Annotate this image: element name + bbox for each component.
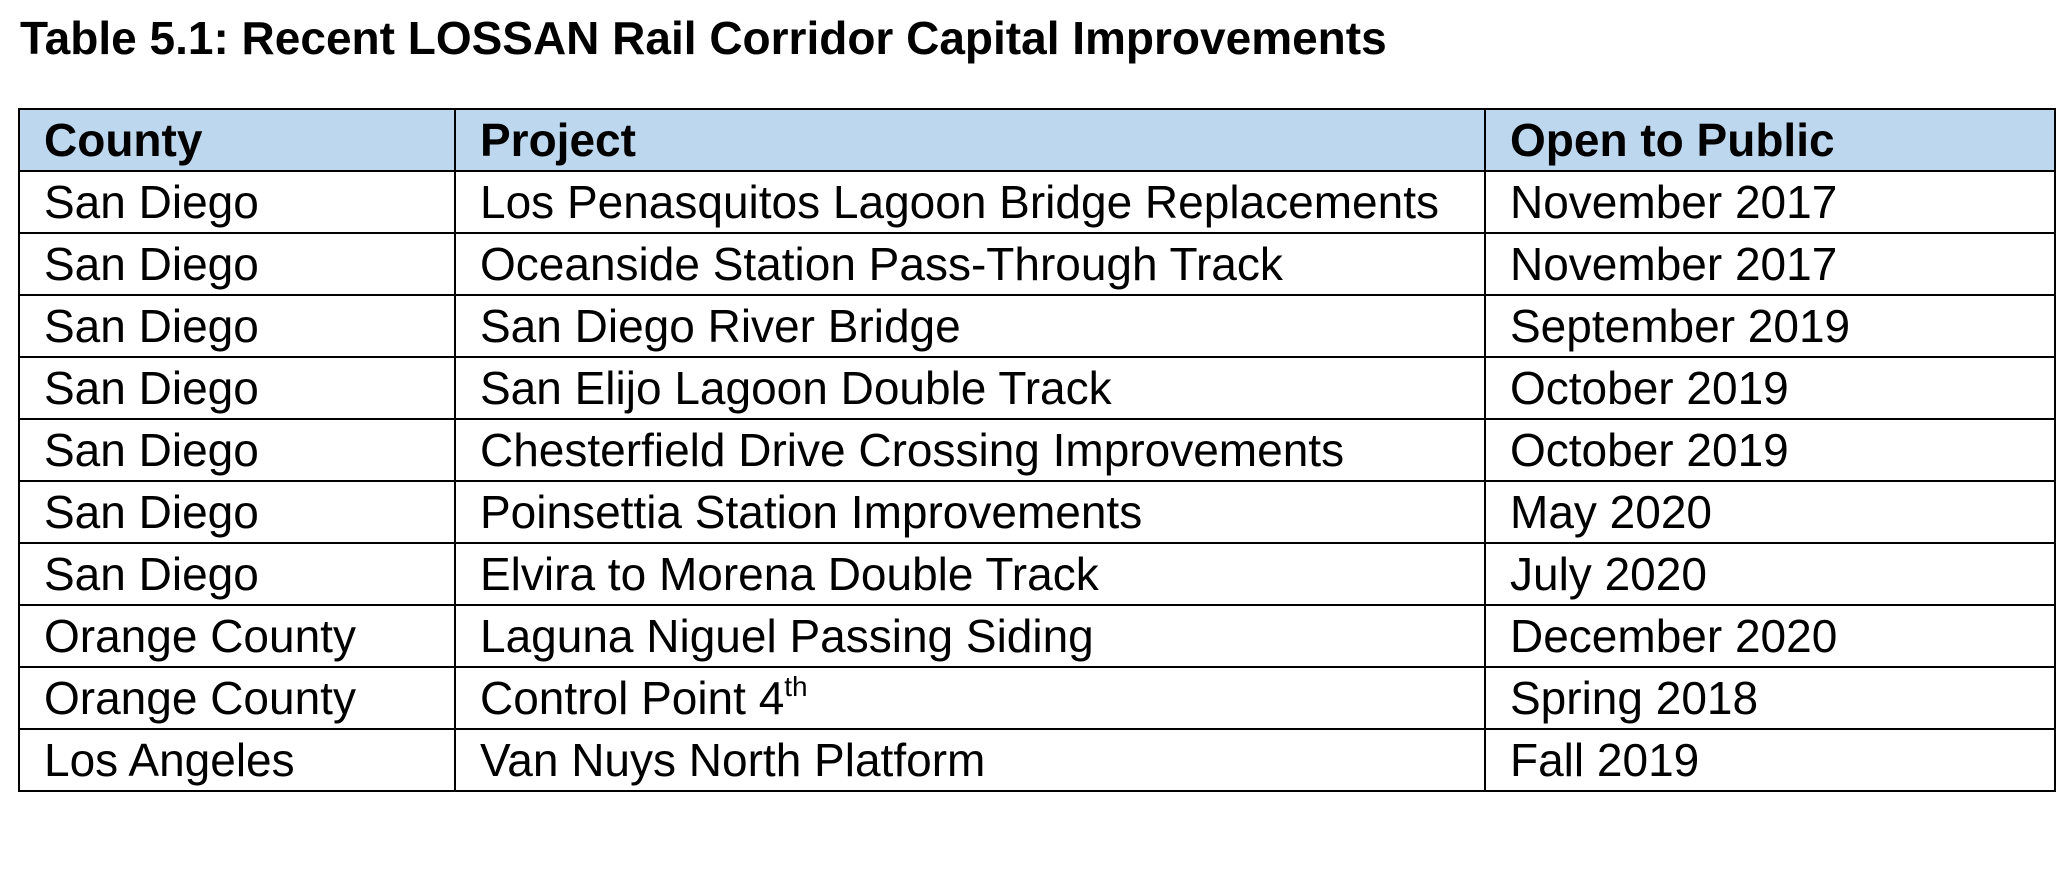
open-date-cell: May 2020 (1484, 480, 2056, 544)
open-date-cell: Fall 2019 (1484, 728, 2056, 792)
table-row: San Diego Chesterfield Drive Crossing Im… (18, 418, 2056, 482)
open-date-cell: November 2017 (1484, 232, 2056, 296)
county-cell: San Diego (18, 542, 456, 606)
project-cell: Elvira to Morena Double Track (454, 542, 1486, 606)
county-cell: San Diego (18, 480, 456, 544)
county-cell: San Diego (18, 356, 456, 420)
capital-improvements-table: County Project Open to Public San Diego … (18, 108, 2056, 792)
county-cell: San Diego (18, 232, 456, 296)
column-header-open-to-public: Open to Public (1484, 108, 2056, 172)
project-cell: San Elijo Lagoon Double Track (454, 356, 1486, 420)
project-cell: Chesterfield Drive Crossing Improvements (454, 418, 1486, 482)
open-date-cell: November 2017 (1484, 170, 2056, 234)
county-cell: San Diego (18, 294, 456, 358)
open-date-cell: September 2019 (1484, 294, 2056, 358)
project-cell: Poinsettia Station Improvements (454, 480, 1486, 544)
table-row: Orange County Laguna Niguel Passing Sidi… (18, 604, 2056, 668)
column-header-project: Project (454, 108, 1486, 172)
table-row: San Diego Poinsettia Station Improvement… (18, 480, 2056, 544)
county-cell: Orange County (18, 666, 456, 730)
open-date-cell: Spring 2018 (1484, 666, 2056, 730)
project-cell: Oceanside Station Pass-Through Track (454, 232, 1486, 296)
table-title: Table 5.1: Recent LOSSAN Rail Corridor C… (20, 12, 1387, 64)
county-cell: San Diego (18, 170, 456, 234)
project-cell: San Diego River Bridge (454, 294, 1486, 358)
county-cell: Los Angeles (18, 728, 456, 792)
ordinal-suffix: th (784, 671, 808, 702)
project-cell: Los Penasquitos Lagoon Bridge Replacemen… (454, 170, 1486, 234)
open-date-cell: December 2020 (1484, 604, 2056, 668)
table-header-row: County Project Open to Public (18, 108, 2056, 172)
open-date-cell: October 2019 (1484, 418, 2056, 482)
table-row: Orange County Control Point 4th Spring 2… (18, 666, 2056, 730)
column-header-county: County (18, 108, 456, 172)
table-row: San Diego San Elijo Lagoon Double Track … (18, 356, 2056, 420)
open-date-cell: October 2019 (1484, 356, 2056, 420)
project-cell: Control Point 4th (454, 666, 1486, 730)
table-row: San Diego Oceanside Station Pass-Through… (18, 232, 2056, 296)
open-date-cell: July 2020 (1484, 542, 2056, 606)
table-row: San Diego Los Penasquitos Lagoon Bridge … (18, 170, 2056, 234)
project-name: Control Point 4 (480, 672, 785, 724)
county-cell: San Diego (18, 418, 456, 482)
table-row: San Diego Elvira to Morena Double Track … (18, 542, 2056, 606)
project-cell: Van Nuys North Platform (454, 728, 1486, 792)
county-cell: Orange County (18, 604, 456, 668)
table-row: Los Angeles Van Nuys North Platform Fall… (18, 728, 2056, 792)
project-cell: Laguna Niguel Passing Siding (454, 604, 1486, 668)
table-row: San Diego San Diego River Bridge Septemb… (18, 294, 2056, 358)
